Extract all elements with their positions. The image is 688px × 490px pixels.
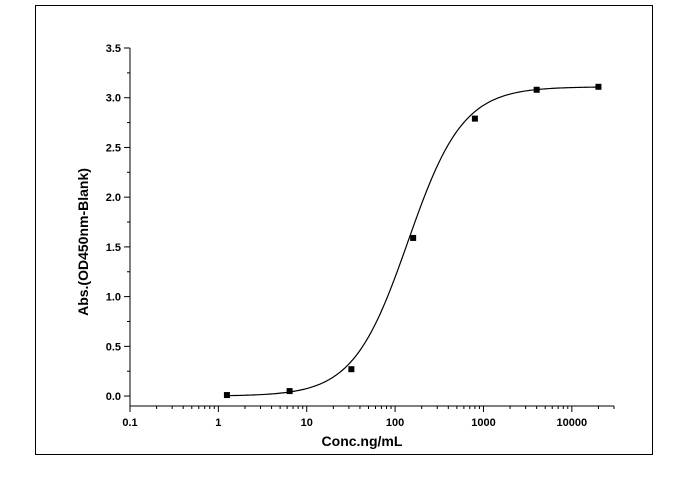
chart-frame [35,5,653,455]
data-point [223,392,230,399]
data-point [286,388,293,395]
y-tick-label: 2.5 [106,142,121,154]
fit-curve-group [226,86,599,397]
x-tick-label: 100 [386,417,404,429]
x-ticks: 0.1 1 10 100 1000 10000 [122,406,615,429]
y-tick-label: 1.0 [106,292,121,304]
y-tick-label: 3.0 [106,93,121,105]
data-point [410,234,417,241]
data-point [471,115,478,122]
x-tick-label: 10 [301,417,313,429]
x-tick-label: 0.1 [122,417,137,429]
y-tick-label: 0.0 [106,391,121,403]
fit-curve [226,86,599,397]
y-tick-label: 0.5 [106,341,121,353]
y-tick-label: 3.5 [106,43,121,55]
axes [129,48,614,407]
data-points [223,83,602,399]
x-tick-label: 1000 [471,417,495,429]
y-tick-label: 1.5 [106,242,121,254]
x-axis-title: Conc.ng/mL [322,433,403,449]
y-tick-label: 2.0 [106,192,121,204]
data-point [348,366,355,373]
x-tick-label: 10000 [557,417,588,429]
data-point [595,83,602,90]
x-tick-label: 1 [215,417,221,429]
y-axis-title: Abs.(OD450nm-Blank) [75,168,91,316]
data-point [533,86,540,93]
y-ticks: 0.0 0.5 1.0 1.5 2.0 2.5 3.0 3.5 [106,43,130,403]
